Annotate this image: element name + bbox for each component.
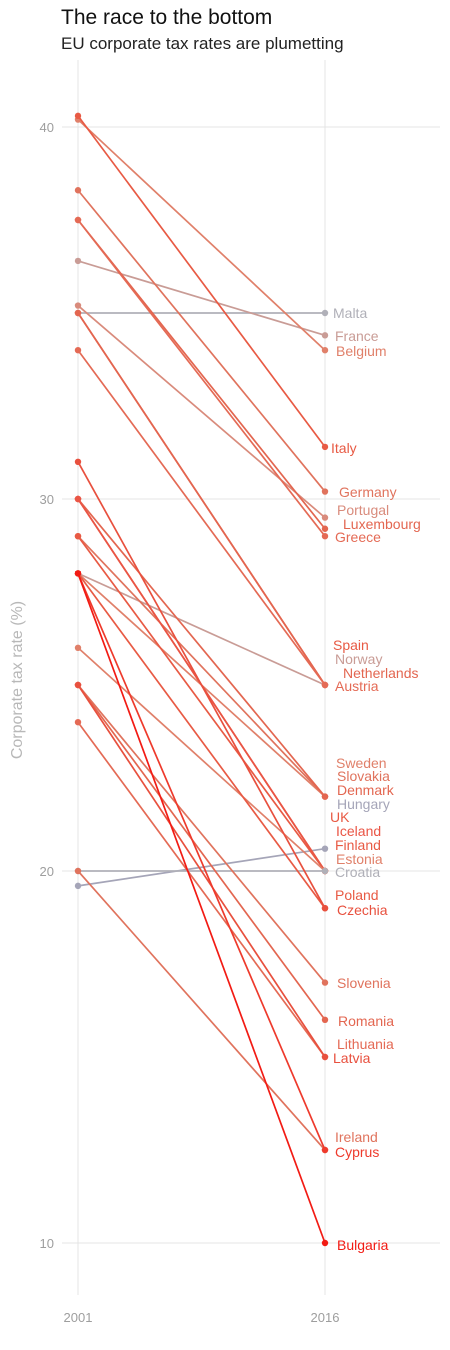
series-line-france <box>77 260 326 337</box>
series-line-hungary <box>77 847 326 887</box>
label-slovenia: Slovenia <box>337 975 391 991</box>
series-line-slovakia <box>77 535 326 798</box>
series-line-denmark <box>77 498 326 798</box>
label-france: France <box>335 328 379 344</box>
point-end-latvia <box>321 1053 329 1061</box>
label-czechia: Czechia <box>337 902 388 918</box>
point-start-lithuania <box>74 719 82 726</box>
series-line-romania <box>77 684 326 1021</box>
series-line-portugal <box>77 304 326 519</box>
y-tick-label: 10 <box>40 1236 54 1251</box>
point-start-latvia <box>74 681 82 689</box>
point-end-malta <box>321 309 329 317</box>
point-start-ireland <box>74 867 82 875</box>
label-uk: UK <box>330 809 350 825</box>
series-line-lithuania <box>77 721 326 1058</box>
label-latvia: Latvia <box>333 1050 371 1066</box>
point-end-romania <box>321 1016 329 1023</box>
point-end-portugal <box>321 514 329 521</box>
point-end-germany <box>321 488 329 495</box>
label-spain: Spain <box>333 637 369 653</box>
point-end-denmark <box>321 793 329 800</box>
label-bulgaria: Bulgaria <box>337 1237 389 1253</box>
point-start-estonia <box>74 644 82 651</box>
point-start-netherlands <box>74 309 82 317</box>
label-iceland: Iceland <box>336 823 381 839</box>
label-cyprus: Cyprus <box>335 1144 379 1160</box>
label-croatia: Croatia <box>335 864 380 880</box>
label-finland: Finland <box>335 837 381 853</box>
series-line-poland <box>77 572 326 909</box>
label-germany: Germany <box>339 484 397 500</box>
y-tick-label: 40 <box>40 120 54 135</box>
label-italy: Italy <box>331 440 357 456</box>
label-estonia: Estonia <box>336 851 383 867</box>
label-denmark: Denmark <box>337 782 395 798</box>
point-start-italy <box>74 112 82 120</box>
series-line-estonia <box>77 647 326 872</box>
y-axis-label: Corporate tax rate (%) <box>9 601 26 759</box>
point-end-bulgaria <box>321 1239 329 1247</box>
series-line-netherlands <box>77 312 326 686</box>
x-tick-label: 2001 <box>64 1310 93 1325</box>
series-line-greece <box>77 219 326 537</box>
point-start-france <box>74 257 82 265</box>
series-line-germany <box>77 189 326 493</box>
series-line-austria <box>77 349 326 686</box>
series-line-ireland <box>77 870 326 1151</box>
label-ireland: Ireland <box>335 1129 378 1145</box>
point-start-iceland <box>74 495 82 503</box>
point-end-austria <box>321 681 329 689</box>
series-line-latvia <box>77 684 326 1058</box>
label-austria: Austria <box>335 678 379 694</box>
label-hungary: Hungary <box>337 796 390 812</box>
point-end-italy <box>321 443 329 451</box>
point-end-croatia <box>321 867 329 875</box>
label-malta: Malta <box>333 305 367 321</box>
point-start-hungary <box>74 882 82 890</box>
point-end-greece <box>321 533 329 540</box>
point-end-france <box>321 332 329 339</box>
label-portugal: Portugal <box>337 502 389 518</box>
point-start-finland <box>74 533 82 540</box>
y-tick-label: 30 <box>40 492 54 507</box>
label-greece: Greece <box>335 529 381 545</box>
label-poland: Poland <box>335 887 379 903</box>
point-end-slovenia <box>321 979 329 986</box>
point-end-czechia <box>321 905 329 912</box>
series-line-bulgaria <box>77 573 326 1244</box>
y-tick-label: 20 <box>40 864 54 879</box>
label-slovakia: Slovakia <box>337 768 390 784</box>
series-line-slovenia <box>77 684 326 984</box>
point-start-portugal <box>74 302 82 309</box>
point-start-germany <box>74 187 82 194</box>
label-belgium: Belgium <box>336 343 387 359</box>
chart-title: The race to the bottom <box>61 6 273 29</box>
label-romania: Romania <box>338 1013 394 1029</box>
chart-subtitle: EU corporate tax rates are plumetting <box>61 34 344 53</box>
point-end-belgium <box>321 347 329 354</box>
axis-ticks: 10 20 30 40 2001 2016 <box>40 120 340 1325</box>
point-start-bulgaria <box>74 570 82 577</box>
point-start-czechia <box>74 458 82 465</box>
series-lines <box>74 112 329 1247</box>
series-line-czechia <box>77 461 326 909</box>
point-end-hungary <box>321 845 329 852</box>
label-luxembourg: Luxembourg <box>343 516 421 532</box>
x-tick-label: 2016 <box>311 1310 340 1325</box>
point-start-greece <box>74 216 82 224</box>
label-lithuania: Lithuania <box>337 1036 394 1052</box>
point-start-austria <box>74 347 82 354</box>
point-end-cyprus <box>321 1146 329 1154</box>
label-norway: Norway <box>335 651 382 667</box>
series-line-italy <box>77 115 326 448</box>
series-line-cyprus <box>77 573 326 1151</box>
series-line-finland <box>77 535 326 872</box>
series-line-belgium <box>77 118 326 351</box>
label-sweden: Sweden <box>336 755 387 771</box>
point-end-luxembourg <box>321 525 329 532</box>
label-netherlands: Netherlands <box>343 665 419 681</box>
